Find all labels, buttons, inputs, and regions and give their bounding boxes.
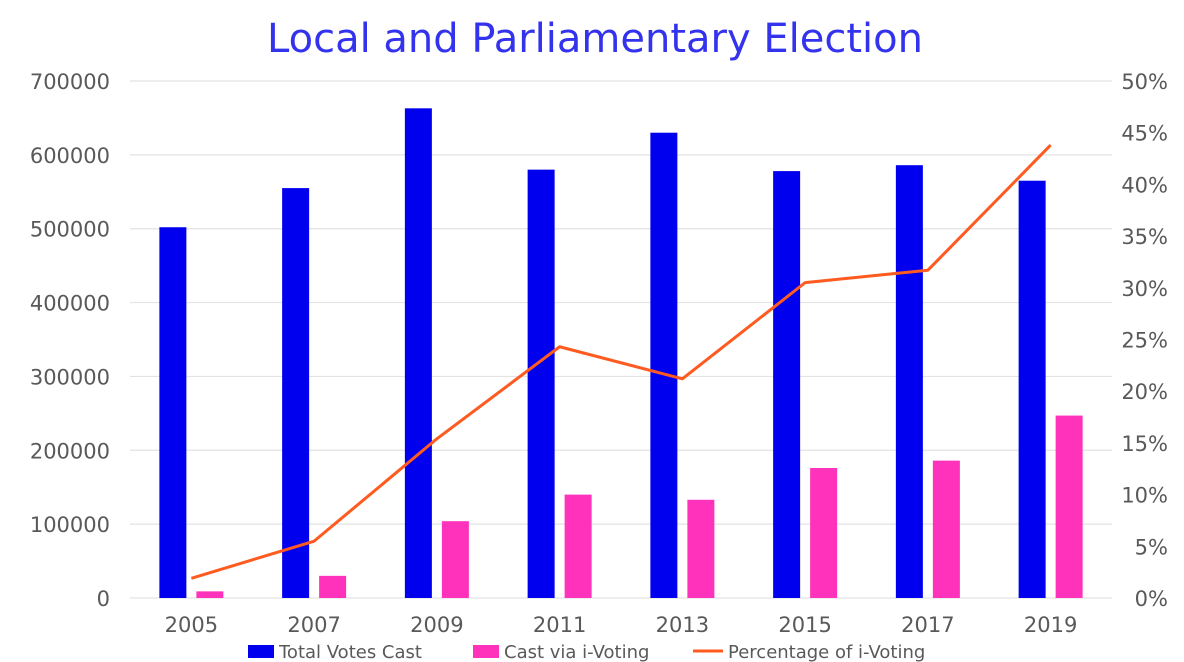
y-left-tick-label: 200000 bbox=[30, 439, 110, 463]
legend-swatch-i-voting bbox=[473, 645, 499, 658]
y-left-tick-label: 400000 bbox=[30, 292, 110, 316]
legend-label-total-votes: Total Votes Cast bbox=[278, 642, 422, 662]
x-tick-label: 2009 bbox=[410, 613, 463, 637]
chart-title: Local and Parliamentary Election bbox=[267, 16, 923, 62]
y-right-tick-label: 15% bbox=[1121, 432, 1168, 456]
line-percentage-of-i-voting bbox=[190, 144, 1052, 580]
y-right-tick-label: 20% bbox=[1121, 380, 1168, 404]
line-series bbox=[190, 144, 1052, 580]
y-left-tick-label: 300000 bbox=[30, 365, 110, 389]
bar-total-votes-cast-2019 bbox=[1018, 180, 1046, 598]
bar-cast-via-i-voting-2009 bbox=[441, 521, 469, 598]
bar-cast-via-i-voting-2005 bbox=[196, 591, 224, 598]
x-tick-label: 2005 bbox=[165, 613, 218, 637]
legend-label-percentage: Percentage of i-Voting bbox=[728, 642, 925, 662]
y-left-tick-label: 500000 bbox=[30, 218, 110, 242]
bar-total-votes-cast-2007 bbox=[282, 188, 310, 599]
bar-total-votes-cast-2009 bbox=[404, 108, 432, 598]
y-right-tick-label: 0% bbox=[1135, 587, 1168, 611]
y-right-tick-label: 50% bbox=[1121, 70, 1168, 94]
x-tick-label: 2019 bbox=[1024, 613, 1077, 637]
y-right-tick-label: 30% bbox=[1121, 277, 1168, 301]
bar-total-votes-cast-2017 bbox=[895, 165, 923, 598]
x-tick-label: 2007 bbox=[287, 613, 340, 637]
x-tick-label: 2011 bbox=[533, 613, 586, 637]
bar-total-votes-cast-2011 bbox=[527, 169, 555, 598]
bars bbox=[159, 108, 1083, 599]
y-right-tick-label: 5% bbox=[1135, 535, 1168, 559]
y-right-tick-label: 35% bbox=[1121, 225, 1168, 249]
bar-cast-via-i-voting-2007 bbox=[319, 575, 347, 598]
bar-total-votes-cast-2005 bbox=[159, 227, 187, 599]
y-left-tick-label: 600000 bbox=[30, 144, 110, 168]
bar-cast-via-i-voting-2017 bbox=[932, 460, 960, 598]
y-right-tick-label: 45% bbox=[1121, 122, 1168, 146]
bar-cast-via-i-voting-2019 bbox=[1055, 415, 1083, 598]
bar-cast-via-i-voting-2013 bbox=[687, 499, 715, 598]
right-axis: 0% 5% 10% 15% 20% 25% 30% 35% 40% 45% 50% bbox=[1121, 70, 1168, 611]
legend-label-i-voting: Cast via i-Voting bbox=[504, 642, 649, 662]
grid bbox=[130, 80, 1112, 599]
bar-cast-via-i-voting-2015 bbox=[810, 468, 838, 598]
y-left-tick-label: 0 bbox=[97, 587, 110, 611]
x-tick-label: 2017 bbox=[901, 613, 954, 637]
x-axis: 2005 2007 2009 2011 2013 2015 2017 2019 bbox=[165, 613, 1078, 637]
y-right-tick-label: 25% bbox=[1121, 329, 1168, 353]
bar-cast-via-i-voting-2011 bbox=[564, 494, 592, 598]
bar-total-votes-cast-2015 bbox=[773, 171, 801, 598]
left-axis: 0 100000 200000 300000 400000 500000 600000 700… bbox=[30, 70, 110, 611]
y-right-tick-label: 40% bbox=[1121, 173, 1168, 197]
y-left-tick-label: 100000 bbox=[30, 513, 110, 537]
x-tick-label: 2013 bbox=[656, 613, 709, 637]
x-tick-label: 2015 bbox=[778, 613, 831, 637]
bar-total-votes-cast-2013 bbox=[650, 132, 678, 598]
legend-swatch-total-votes bbox=[248, 645, 274, 658]
legend: Total Votes Cast Cast via i-Voting Perce… bbox=[248, 642, 925, 662]
y-left-tick-label: 700000 bbox=[30, 70, 110, 94]
y-right-tick-label: 10% bbox=[1121, 484, 1168, 508]
